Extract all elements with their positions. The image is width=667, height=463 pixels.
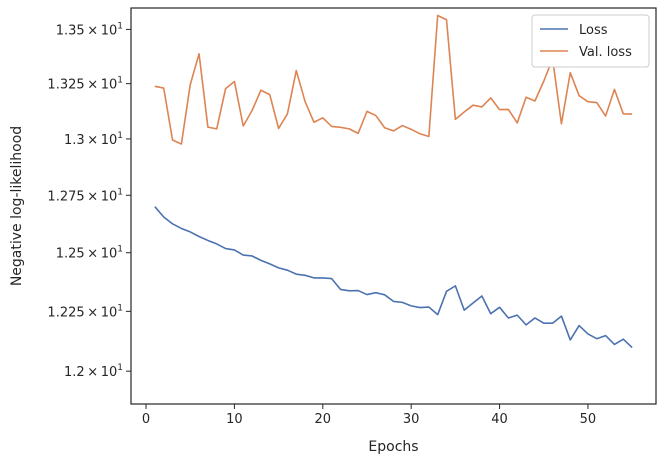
y-tick-label: 1.25 × 101 <box>56 245 123 262</box>
y-tick-label: 1.275 × 101 <box>47 187 123 204</box>
legend: Loss Val. loss <box>531 14 650 68</box>
x-tick-label: 30 <box>403 412 420 427</box>
legend-box <box>531 14 650 68</box>
y-tick-label: 1.35 × 101 <box>56 21 123 38</box>
y-tick-label: 1.225 × 101 <box>47 303 123 320</box>
legend-label-0: Loss <box>579 23 608 38</box>
x-tick-label: 50 <box>580 412 597 427</box>
x-axis-label: Epochs <box>368 439 418 455</box>
y-tick-label: 1.3 × 101 <box>64 131 123 148</box>
x-tick-label: 40 <box>491 412 508 427</box>
series-line-0 <box>154 206 633 349</box>
x-tick-label: 10 <box>226 412 243 427</box>
y-tick-label: 1.325 × 101 <box>47 76 123 93</box>
x-tick-label: 0 <box>142 412 150 427</box>
y-axis-label: Negative log-likelihood <box>9 126 25 286</box>
y-axis: 1.2 × 101 1.225 × 101 1.25 × 101 1.275 × 10… <box>47 21 131 380</box>
x-tick-label: 20 <box>315 412 332 427</box>
legend-label-1: Val. loss <box>579 45 632 60</box>
plot-frame <box>130 7 657 405</box>
x-axis: 0 10 20 30 40 50 <box>142 404 596 427</box>
y-tick-label: 1.2 × 101 <box>64 363 123 380</box>
